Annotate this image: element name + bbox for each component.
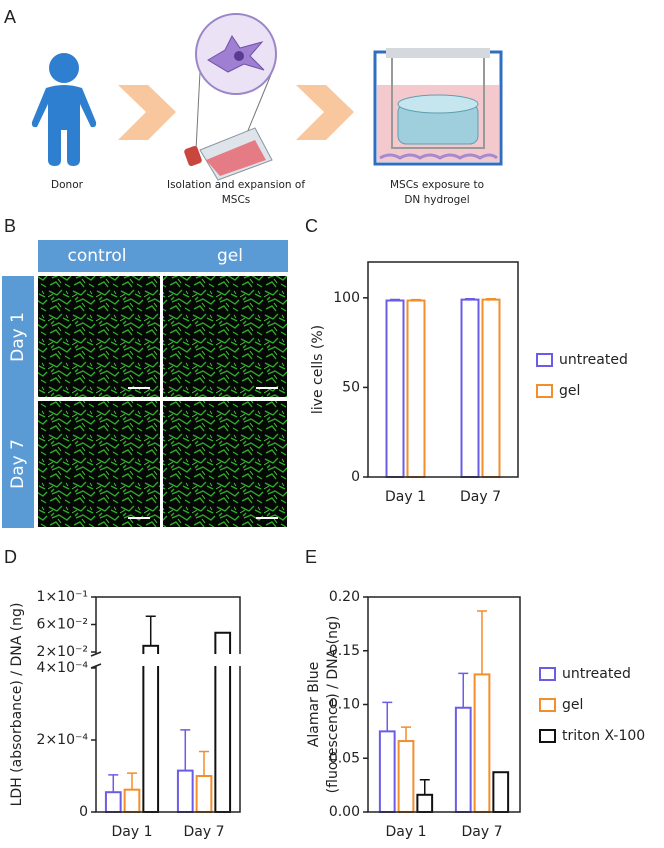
bar xyxy=(406,299,426,479)
y-axis-label: Alamar Blue xyxy=(306,662,322,747)
caption: DN hydrogel xyxy=(404,194,469,206)
row-header xyxy=(2,276,34,528)
panel-label: A xyxy=(4,7,16,27)
x-tick-label: Day 7 xyxy=(461,824,502,840)
legend-swatch xyxy=(539,667,556,681)
x-tick-label: Day 7 xyxy=(460,489,501,505)
error-bar xyxy=(419,779,430,795)
bar xyxy=(473,673,491,814)
y-tick-label: 0.00 xyxy=(329,804,360,820)
y-tick-label: 4×10⁻⁴ xyxy=(37,660,89,676)
legend-swatch xyxy=(536,353,553,367)
bar xyxy=(104,791,122,814)
error-bar xyxy=(108,774,119,793)
legend-swatch xyxy=(536,384,553,398)
caption: Isolation and expansion of xyxy=(167,179,305,191)
legend-label: triton X-100 xyxy=(562,728,645,744)
error-bar xyxy=(382,701,393,732)
bar xyxy=(142,644,160,813)
y-tick-label: 2×10⁻² xyxy=(37,644,88,660)
bar xyxy=(416,793,434,813)
bar xyxy=(460,298,480,478)
bar xyxy=(123,788,141,813)
cell-culture xyxy=(184,13,277,181)
error-bar xyxy=(390,298,400,301)
bar xyxy=(195,775,213,813)
caption: MSCs exposure to xyxy=(390,179,484,191)
axis-break-mark xyxy=(90,651,102,669)
y-tick-label: 6×10⁻² xyxy=(37,617,88,633)
panel-label: D xyxy=(4,547,17,567)
error-bar xyxy=(145,615,156,646)
legend-label: untreated xyxy=(562,666,631,682)
legend-swatch xyxy=(539,729,556,743)
error-bar xyxy=(465,297,475,300)
x-tick-label: Day 7 xyxy=(183,824,224,840)
y-tick-label: 0 xyxy=(79,804,88,820)
column-label: control xyxy=(68,246,127,266)
error-bar xyxy=(477,610,487,675)
legend-label: gel xyxy=(562,697,583,713)
panel-label: E xyxy=(305,547,317,567)
bar xyxy=(385,299,405,479)
bar xyxy=(378,730,396,813)
y-tick-label: 0.15 xyxy=(329,643,360,659)
error-bar xyxy=(180,729,191,771)
x-tick-label: Day 1 xyxy=(385,489,426,505)
row-label: Day 7 xyxy=(8,439,28,489)
donor-icon xyxy=(31,53,97,166)
bar xyxy=(492,771,510,813)
panel-label: B xyxy=(4,216,16,236)
arrow xyxy=(118,85,176,140)
error-bar xyxy=(458,672,469,708)
column-label: gel xyxy=(217,246,243,266)
error-bar xyxy=(401,726,411,742)
y-tick-label: 0.20 xyxy=(329,589,360,605)
axis-break xyxy=(90,654,246,666)
y-tick-label: 100 xyxy=(333,290,360,306)
column-header xyxy=(38,240,288,272)
bar xyxy=(481,298,501,478)
x-tick-label: Day 1 xyxy=(111,824,152,840)
arrow xyxy=(296,85,354,140)
legend-label: gel xyxy=(559,383,580,399)
y-tick-label: 2×10⁻⁴ xyxy=(37,732,89,748)
error-bar xyxy=(486,297,496,300)
caption: MSCs xyxy=(222,194,251,206)
error-bar xyxy=(127,772,137,790)
panel-label: C xyxy=(305,216,318,236)
x-tick-label: Day 1 xyxy=(385,824,426,840)
y-tick-label: 0.10 xyxy=(329,697,360,713)
y-tick-label: 0 xyxy=(351,469,360,485)
y-tick-label: 50 xyxy=(342,379,360,395)
y-tick-label: 1×10⁻¹ xyxy=(37,589,88,605)
bar xyxy=(454,706,472,813)
bar xyxy=(397,740,415,813)
plot-frame xyxy=(367,261,519,478)
legend-label: untreated xyxy=(559,352,628,368)
micrographs xyxy=(38,276,287,527)
y-axis-label: live cells (%) xyxy=(310,325,326,414)
bar xyxy=(176,769,194,813)
row-label: Day 1 xyxy=(8,312,28,362)
plot-frame xyxy=(95,596,241,813)
transwell xyxy=(373,48,503,166)
y-tick-label: 0.05 xyxy=(329,750,360,766)
y-axis-label: (fluorescence) / DNA (ng) xyxy=(325,616,341,794)
legend-swatch xyxy=(539,698,556,712)
caption: Donor xyxy=(51,179,84,191)
error-bar xyxy=(199,750,209,776)
plot-frame xyxy=(367,596,521,813)
y-axis-label: LDH (absorbance) / DNA (ng) xyxy=(9,603,25,807)
error-bar xyxy=(411,298,421,301)
